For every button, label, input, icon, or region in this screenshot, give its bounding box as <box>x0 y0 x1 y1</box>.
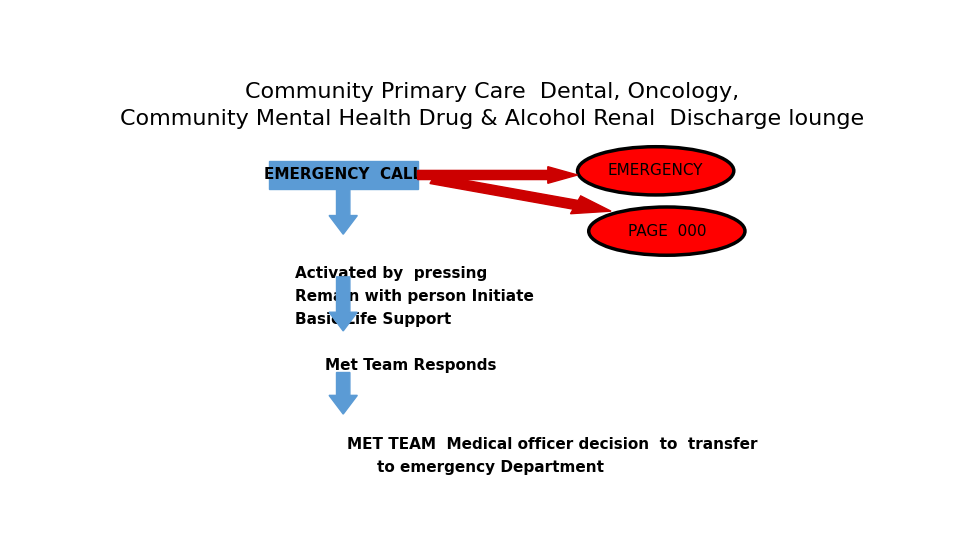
FancyArrow shape <box>329 277 357 331</box>
FancyArrow shape <box>418 167 578 183</box>
Text: Remain with person Initiate: Remain with person Initiate <box>295 289 534 305</box>
FancyBboxPatch shape <box>269 161 418 188</box>
Text: MET TEAM  Medical officer decision  to  transfer: MET TEAM Medical officer decision to tra… <box>347 437 757 452</box>
Text: PAGE  000: PAGE 000 <box>628 224 707 239</box>
FancyArrow shape <box>329 373 357 414</box>
Text: Met Team Responds: Met Team Responds <box>324 358 496 373</box>
Text: Activated by  pressing: Activated by pressing <box>295 266 487 281</box>
Text: Community Primary Care  Dental, Oncology,: Community Primary Care Dental, Oncology, <box>245 82 739 102</box>
Text: EMERGENCY: EMERGENCY <box>608 163 704 178</box>
Ellipse shape <box>588 207 745 255</box>
FancyArrow shape <box>430 175 611 214</box>
Text: Community Mental Health Drug & Alcohol Renal  Discharge lounge: Community Mental Health Drug & Alcohol R… <box>120 109 864 129</box>
Text: to emergency Department: to emergency Department <box>376 460 604 475</box>
Text: EMERGENCY  CALL: EMERGENCY CALL <box>264 167 422 183</box>
Text: Basic Life Support: Basic Life Support <box>295 312 451 327</box>
FancyArrow shape <box>329 188 357 234</box>
Ellipse shape <box>578 147 733 195</box>
